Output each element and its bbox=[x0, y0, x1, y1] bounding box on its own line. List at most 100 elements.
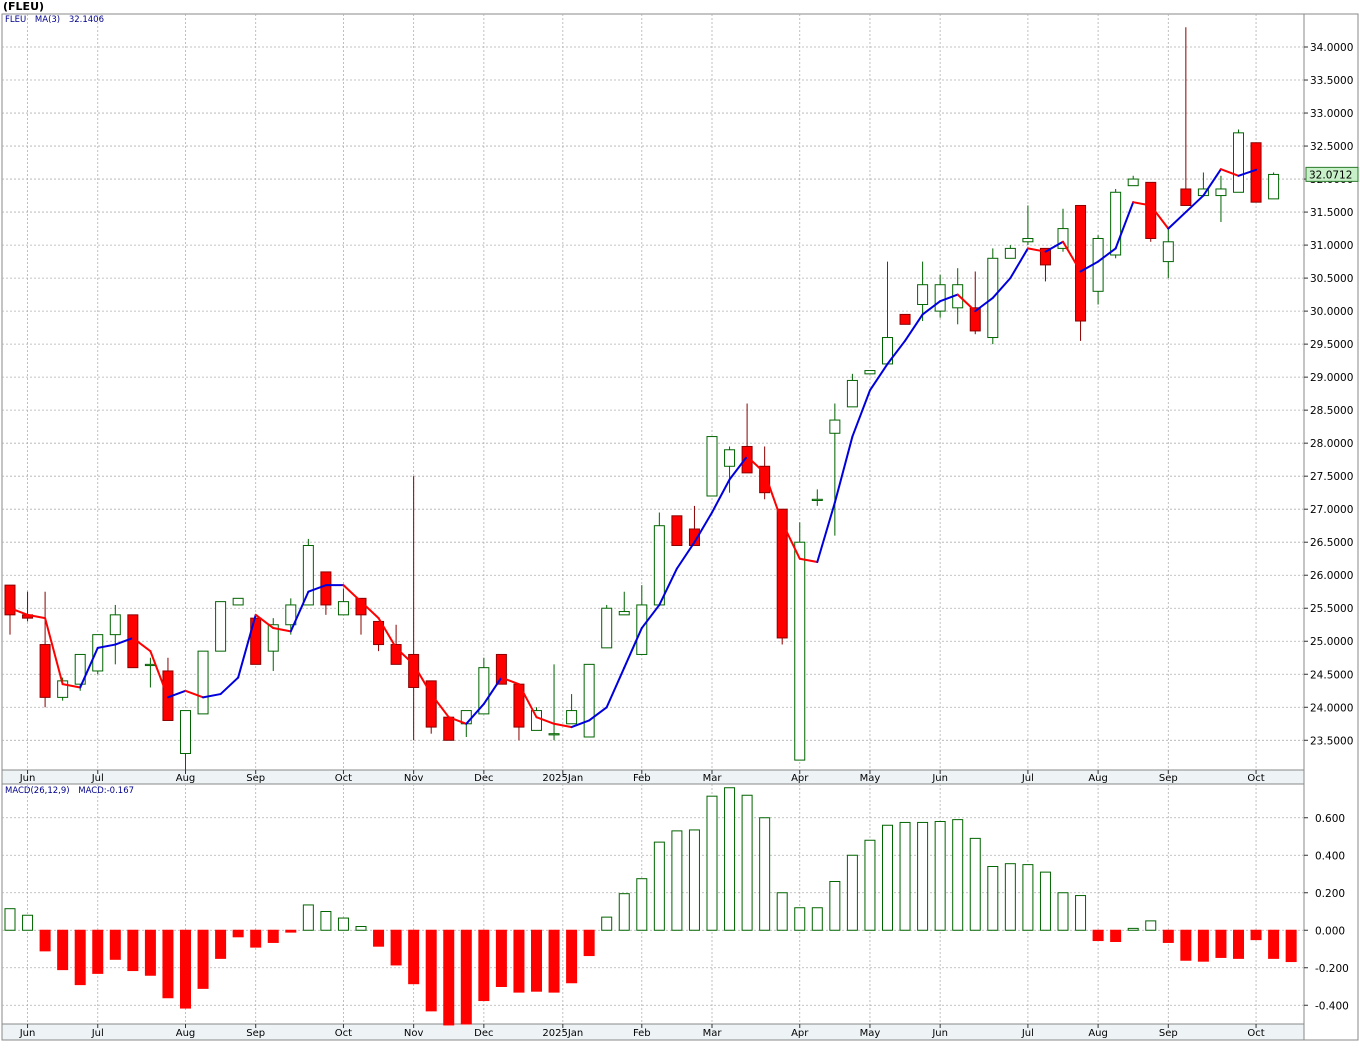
price-legend-symbol: FLEU bbox=[5, 15, 27, 25]
macd-bars bbox=[4, 787, 1297, 1026]
ma-segment bbox=[798, 557, 819, 564]
candle-body bbox=[285, 604, 297, 626]
candle-up bbox=[583, 663, 595, 738]
macd-bar-negative bbox=[1110, 929, 1122, 942]
macd-bar-negative bbox=[92, 929, 104, 974]
price-y-tick-label: 28.5000 bbox=[1310, 405, 1353, 417]
ma-segment bbox=[1079, 260, 1100, 273]
x-tick-label-may: May bbox=[860, 773, 881, 784]
x-tick-label-2025jan: 2025Jan bbox=[542, 1028, 583, 1039]
x-axis-band-bottom bbox=[1, 1023, 1305, 1041]
macd-bar-negative bbox=[390, 929, 402, 966]
candle-up bbox=[1215, 175, 1227, 222]
candle-body bbox=[1162, 241, 1174, 263]
ma-segment bbox=[202, 693, 222, 699]
candle-down bbox=[425, 680, 437, 734]
candle-body bbox=[390, 644, 402, 665]
macd-legend-value: MACD:-0.167 bbox=[78, 786, 135, 796]
macd-bar-positive bbox=[724, 787, 736, 931]
candle-up bbox=[846, 373, 858, 408]
candle-body bbox=[92, 634, 104, 672]
ma-segment bbox=[640, 603, 661, 630]
ma-segment bbox=[377, 617, 398, 649]
candle-body bbox=[180, 710, 191, 754]
candle-body bbox=[811, 498, 823, 501]
macd-bar-negative bbox=[460, 929, 472, 1025]
ma-segment bbox=[605, 666, 626, 709]
candle-body bbox=[1075, 204, 1087, 322]
candle-body bbox=[653, 525, 665, 606]
ma-segment bbox=[465, 702, 485, 725]
candle-up bbox=[232, 597, 244, 606]
candles bbox=[4, 27, 1280, 770]
candle-body bbox=[601, 607, 613, 649]
price-y-tick-label: 27.0000 bbox=[1310, 504, 1353, 516]
ma-segment bbox=[1202, 168, 1222, 197]
macd-bar-positive bbox=[671, 830, 683, 931]
price-y-axis: 23.5000 24.0000 24.5000 25.0000 25.5000 26.00… bbox=[2, 42, 1353, 747]
candle-down bbox=[320, 571, 332, 615]
ma-segment bbox=[763, 471, 784, 524]
candle-body bbox=[1233, 132, 1244, 193]
candle-body bbox=[776, 508, 788, 639]
macd-bar-positive bbox=[1145, 920, 1157, 931]
x-tick-label-jun: Jun bbox=[19, 1028, 36, 1039]
ma-segment bbox=[921, 300, 942, 316]
ma-segment bbox=[96, 643, 117, 649]
candle-body bbox=[144, 663, 156, 667]
candle-body bbox=[899, 313, 911, 325]
candle-body bbox=[197, 650, 209, 715]
price-y-tick-label: 24.0000 bbox=[1310, 702, 1353, 714]
ma-segment bbox=[272, 627, 292, 633]
candle-up bbox=[337, 588, 349, 616]
candle-up bbox=[653, 512, 665, 606]
ma-segment bbox=[746, 455, 766, 474]
macd-bar-negative bbox=[513, 929, 525, 993]
candle-body bbox=[1180, 188, 1192, 206]
candle-body bbox=[1004, 247, 1016, 259]
ma-segment bbox=[1114, 201, 1135, 250]
x-tick-label-may: May bbox=[860, 1028, 881, 1039]
macd-panel bbox=[1, 783, 1305, 1025]
macd-bar-negative bbox=[373, 929, 385, 947]
candle-down bbox=[1039, 247, 1051, 282]
candle-body bbox=[864, 370, 876, 375]
macd-bar-positive bbox=[22, 914, 34, 931]
x-tick-label-sep: Sep bbox=[1159, 1028, 1178, 1039]
macd-bar-positive bbox=[636, 878, 648, 931]
macd-bar-negative bbox=[1180, 929, 1192, 961]
macd-bar-negative bbox=[109, 929, 121, 960]
ma-segment bbox=[693, 511, 713, 544]
x-tick-label-aug: Aug bbox=[1088, 1028, 1108, 1039]
ma-segment bbox=[868, 362, 889, 392]
macd-bar-positive bbox=[1127, 927, 1139, 931]
macd-bar-negative bbox=[1162, 929, 1174, 943]
candle-body bbox=[794, 541, 806, 761]
macd-bar-negative bbox=[215, 929, 227, 959]
candle-up bbox=[215, 601, 227, 652]
macd-bar-negative bbox=[57, 929, 69, 971]
ma-segment bbox=[430, 693, 450, 719]
macd-bar-negative bbox=[1250, 929, 1262, 941]
macd-bar-negative bbox=[495, 929, 507, 987]
candle-body bbox=[618, 611, 630, 616]
macd-y-tick-label: 0.000 bbox=[1315, 925, 1345, 937]
candle-down bbox=[1250, 142, 1262, 203]
candle-body bbox=[443, 716, 455, 741]
ma-segment bbox=[1219, 168, 1240, 177]
ma-segment bbox=[991, 277, 1012, 299]
ma-segment bbox=[1026, 247, 1047, 253]
ma-segment bbox=[1009, 247, 1029, 280]
macd-bar-positive bbox=[811, 907, 823, 931]
ma-segment bbox=[535, 716, 556, 725]
ma-segment bbox=[131, 636, 152, 653]
ma-segment bbox=[1184, 194, 1205, 214]
ma-segment bbox=[412, 663, 433, 696]
price-y-tick-label: 29.0000 bbox=[1310, 372, 1353, 384]
candle-up bbox=[917, 261, 929, 322]
price-y-tick-label: 26.0000 bbox=[1310, 570, 1353, 582]
macd-bar-positive bbox=[987, 866, 999, 931]
candle-down bbox=[671, 515, 683, 547]
candle-body bbox=[337, 601, 349, 616]
